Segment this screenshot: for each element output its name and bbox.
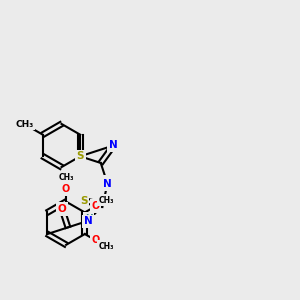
Text: H: H	[103, 177, 111, 186]
Text: CH₃: CH₃	[58, 172, 74, 182]
Text: N: N	[109, 140, 118, 151]
Text: CH₃: CH₃	[98, 196, 114, 205]
Text: H: H	[85, 214, 92, 223]
Text: CH₃: CH₃	[98, 242, 114, 251]
Text: CH₃: CH₃	[15, 119, 34, 128]
Text: S: S	[76, 151, 84, 161]
Text: N: N	[84, 216, 93, 226]
Text: N: N	[103, 179, 112, 189]
Text: O: O	[92, 201, 100, 211]
Text: O: O	[62, 184, 70, 194]
Text: O: O	[58, 204, 66, 214]
Text: S: S	[80, 196, 88, 206]
Text: O: O	[92, 235, 100, 245]
